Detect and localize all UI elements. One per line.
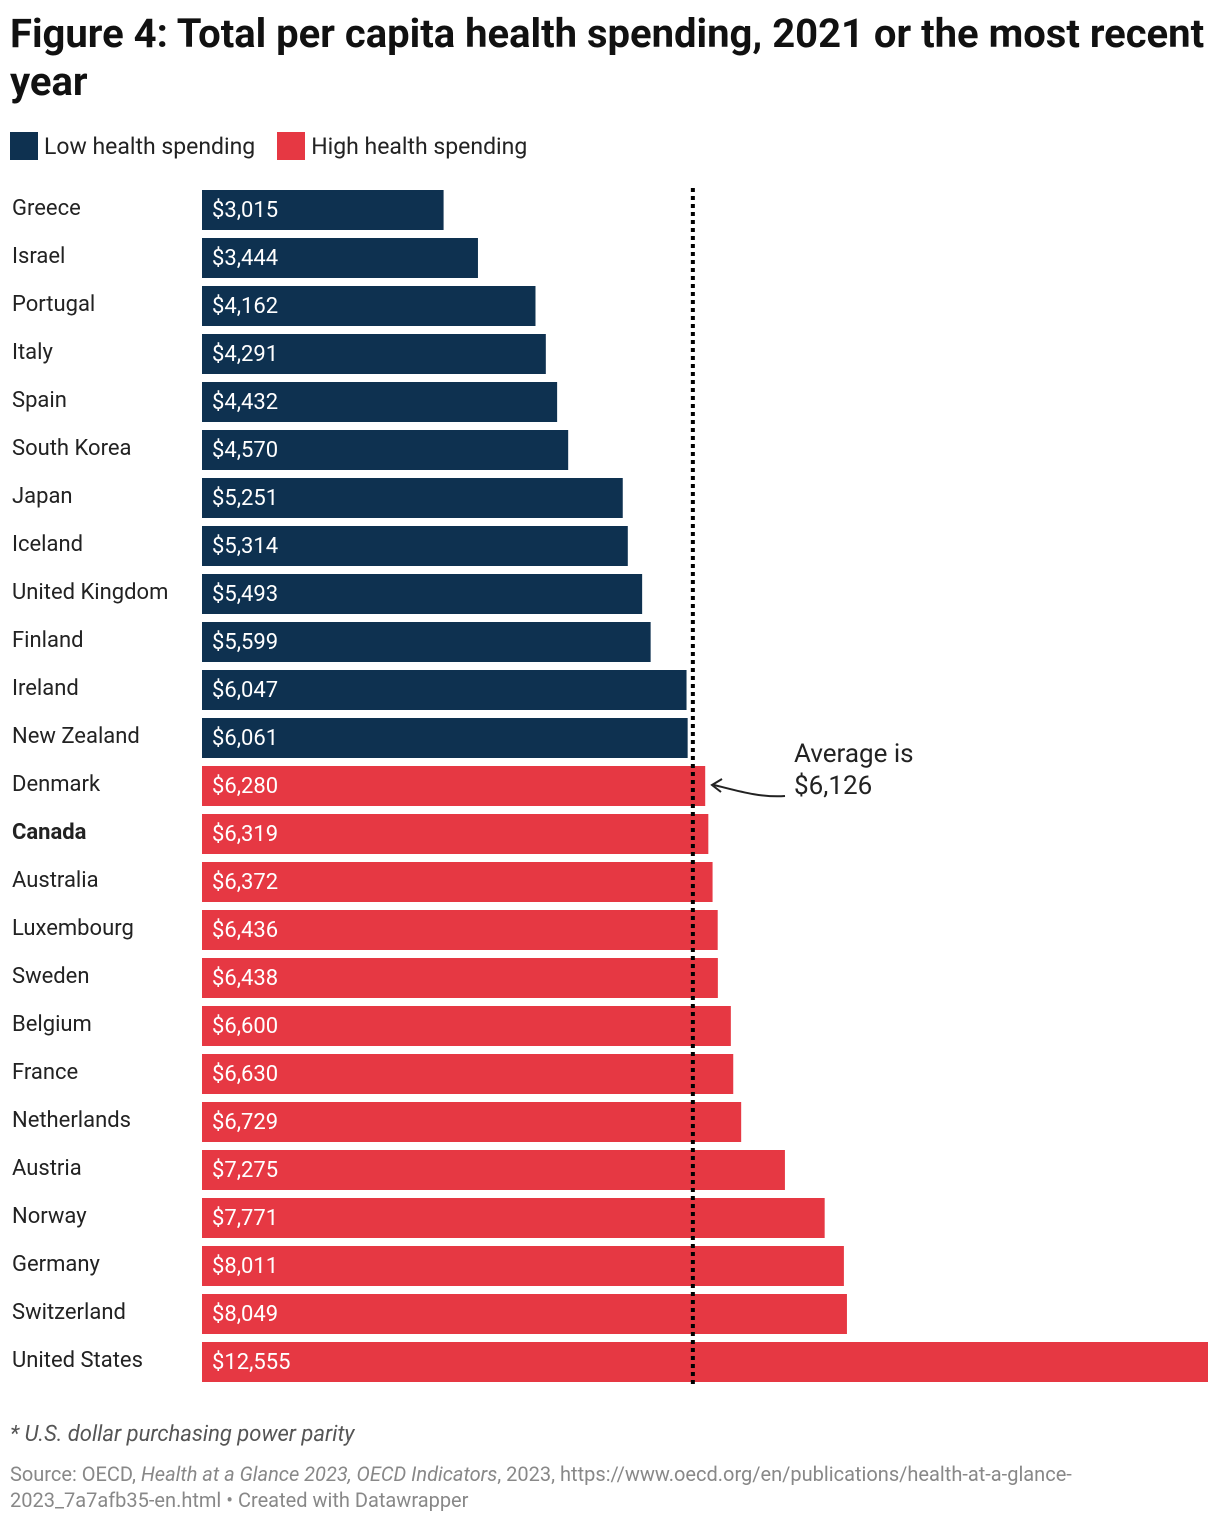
value-label: $7,275 — [212, 1158, 278, 1183]
annotation-arrowhead — [710, 778, 723, 793]
legend: Low health spending High health spending — [10, 132, 527, 160]
value-label: $7,771 — [212, 1206, 278, 1231]
value-label: $5,251 — [212, 486, 278, 511]
bar — [202, 670, 687, 710]
source: Source: OECD, Health at a Glance 2023, O… — [10, 1461, 1210, 1513]
category-label: Japan — [12, 484, 73, 509]
source-rest: , 2023, https://www.oecd.org/en/publicat… — [10, 1462, 1072, 1512]
value-label: $5,314 — [212, 534, 278, 559]
category-label: Finland — [12, 628, 84, 653]
legend-swatch — [10, 132, 38, 160]
bar — [202, 814, 709, 854]
bar — [202, 382, 558, 422]
category-label: Denmark — [12, 772, 101, 797]
bar — [202, 1150, 785, 1190]
bar — [202, 1198, 825, 1238]
category-label: New Zealand — [12, 724, 140, 749]
bar — [202, 478, 623, 518]
bar — [202, 1006, 731, 1046]
bar — [202, 526, 628, 566]
value-label: $12,555 — [212, 1350, 291, 1375]
category-label: Austria — [12, 1156, 82, 1181]
value-label: $4,291 — [212, 342, 278, 367]
average-annotation: Average is $6,126 — [794, 739, 914, 801]
chart-title: Figure 4: Total per capita health spendi… — [10, 10, 1205, 105]
value-label: $6,061 — [212, 726, 278, 751]
bar — [202, 430, 569, 470]
annotation-arrow — [713, 784, 786, 798]
category-label: United States — [12, 1348, 143, 1373]
bar — [202, 334, 546, 374]
value-label: $4,570 — [212, 438, 278, 463]
category-label: South Korea — [12, 436, 131, 461]
category-label: Sweden — [12, 964, 89, 989]
value-label: $6,600 — [212, 1014, 278, 1039]
category-label: Canada — [12, 820, 87, 845]
legend-label: High health spending — [311, 132, 528, 160]
category-label: Iceland — [12, 532, 83, 557]
value-label: $8,011 — [212, 1254, 278, 1279]
bar — [202, 574, 643, 614]
bar — [202, 286, 536, 326]
bar — [202, 1246, 844, 1286]
bar — [202, 622, 651, 662]
value-label: $6,438 — [212, 966, 278, 991]
value-label: $6,280 — [212, 774, 278, 799]
value-label: $4,162 — [212, 294, 278, 319]
legend-item: Low health spending — [10, 132, 255, 160]
value-label: $8,049 — [212, 1302, 278, 1327]
category-label: France — [12, 1060, 78, 1085]
category-label: Australia — [12, 868, 99, 893]
category-label: Spain — [12, 388, 67, 413]
category-label: United Kingdom — [12, 580, 168, 605]
category-label: Italy — [12, 340, 53, 365]
value-label: $3,444 — [212, 246, 278, 271]
value-label: $6,729 — [212, 1110, 278, 1135]
category-label: Netherlands — [12, 1108, 131, 1133]
value-label: $6,319 — [212, 822, 278, 847]
bar — [202, 862, 713, 902]
source-publication: Health at a Glance 2023, OECD Indicators — [140, 1462, 498, 1486]
bar — [202, 910, 718, 950]
category-label: Israel — [12, 244, 65, 269]
bar — [202, 190, 444, 230]
source-prefix: Source: OECD, — [10, 1462, 136, 1486]
category-label: Germany — [12, 1252, 101, 1277]
legend-swatch — [277, 132, 306, 160]
bar — [202, 1102, 742, 1142]
value-label: $3,015 — [212, 198, 278, 223]
category-label: Ireland — [12, 676, 79, 701]
category-label: Belgium — [12, 1012, 92, 1037]
legend-item: High health spending — [277, 132, 527, 160]
bar — [202, 766, 706, 806]
legend-label: Low health spending — [44, 132, 256, 160]
bar — [202, 1054, 734, 1094]
value-label: $6,436 — [212, 918, 278, 943]
category-label: Greece — [12, 196, 81, 221]
value-label: $6,047 — [212, 678, 278, 703]
value-label: $6,372 — [212, 870, 278, 895]
value-label: $5,493 — [212, 582, 278, 607]
category-label: Portugal — [12, 292, 95, 317]
bar — [202, 1342, 1208, 1382]
bar — [202, 1294, 847, 1334]
value-label: $5,599 — [212, 630, 278, 655]
note: * U.S. dollar purchasing power parity — [10, 1422, 355, 1447]
category-label: Switzerland — [12, 1300, 126, 1325]
bar — [202, 238, 478, 278]
bar — [202, 718, 688, 758]
value-label: $6,630 — [212, 1062, 278, 1087]
bar — [202, 958, 718, 998]
value-label: $4,432 — [212, 390, 278, 415]
category-label: Norway — [12, 1204, 87, 1229]
category-label: Luxembourg — [12, 916, 134, 941]
